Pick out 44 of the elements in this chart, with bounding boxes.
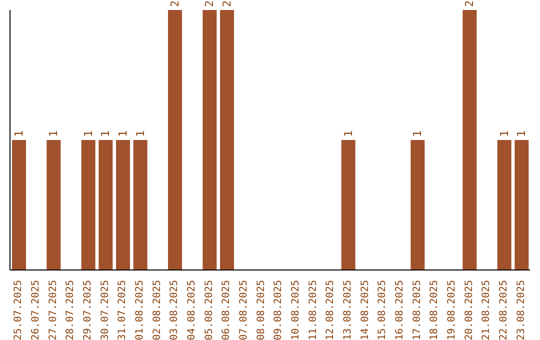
- x-tick-label: 27.07.2025: [48, 280, 59, 340]
- data-label: 1: [47, 130, 60, 137]
- x-tick-label: 26.07.2025: [30, 280, 42, 340]
- x-tick-label: 03.08.2025: [169, 280, 180, 340]
- x-tick-label: 08.08.2025: [256, 280, 267, 340]
- x-tick-label: 09.08.2025: [273, 280, 284, 340]
- data-label: 1: [411, 130, 424, 137]
- x-tick-label: 19.08.2025: [446, 280, 458, 340]
- data-label: 1: [134, 130, 147, 137]
- x-tick-label: 25.07.2025: [13, 280, 24, 340]
- x-tick-label: 14.08.2025: [360, 280, 371, 340]
- x-tick-label: 17.08.2025: [412, 280, 423, 340]
- x-tick-label: 23.08.2025: [516, 280, 527, 340]
- data-label: 2: [463, 0, 476, 7]
- x-tick-label: 13.08.2025: [342, 280, 354, 340]
- x-tick-label: 18.08.2025: [429, 280, 440, 340]
- x-tick-label: 07.08.2025: [238, 280, 250, 340]
- x-tick-label: 05.08.2025: [204, 280, 215, 340]
- x-tick-label: 29.07.2025: [82, 280, 94, 340]
- data-label: 1: [12, 130, 26, 137]
- data-label: 2: [168, 0, 182, 7]
- data-label: 1: [82, 130, 95, 137]
- x-tick-label: 16.08.2025: [394, 280, 406, 340]
- x-tick-label: 12.08.2025: [325, 280, 336, 340]
- data-label: 1: [498, 130, 511, 137]
- data-label: 2: [220, 0, 234, 7]
- x-tick-label: 22.08.2025: [498, 280, 510, 340]
- data-label: 1: [99, 130, 112, 137]
- x-tick-label: 01.08.2025: [134, 280, 146, 340]
- x-tick-label: 30.07.2025: [100, 280, 111, 340]
- x-tick-label: 06.08.2025: [221, 280, 232, 340]
- x-tick-label: 10.08.2025: [290, 280, 302, 340]
- x-tick-label: 11.08.2025: [308, 280, 319, 340]
- x-tick-label: 20.08.2025: [464, 280, 475, 340]
- data-label: 2: [203, 0, 216, 7]
- x-tick-label: 28.07.2025: [65, 280, 76, 340]
- data-label: 1: [116, 130, 130, 137]
- data-label: 1: [342, 130, 355, 137]
- x-tick-label: 21.08.2025: [481, 280, 492, 340]
- x-tick-label: 15.08.2025: [377, 280, 388, 340]
- data-label: 1: [515, 130, 528, 137]
- x-tick-label: 31.07.2025: [117, 280, 128, 340]
- x-tick-label: 02.08.2025: [152, 280, 163, 340]
- x-tick-label: 04.08.2025: [186, 280, 198, 340]
